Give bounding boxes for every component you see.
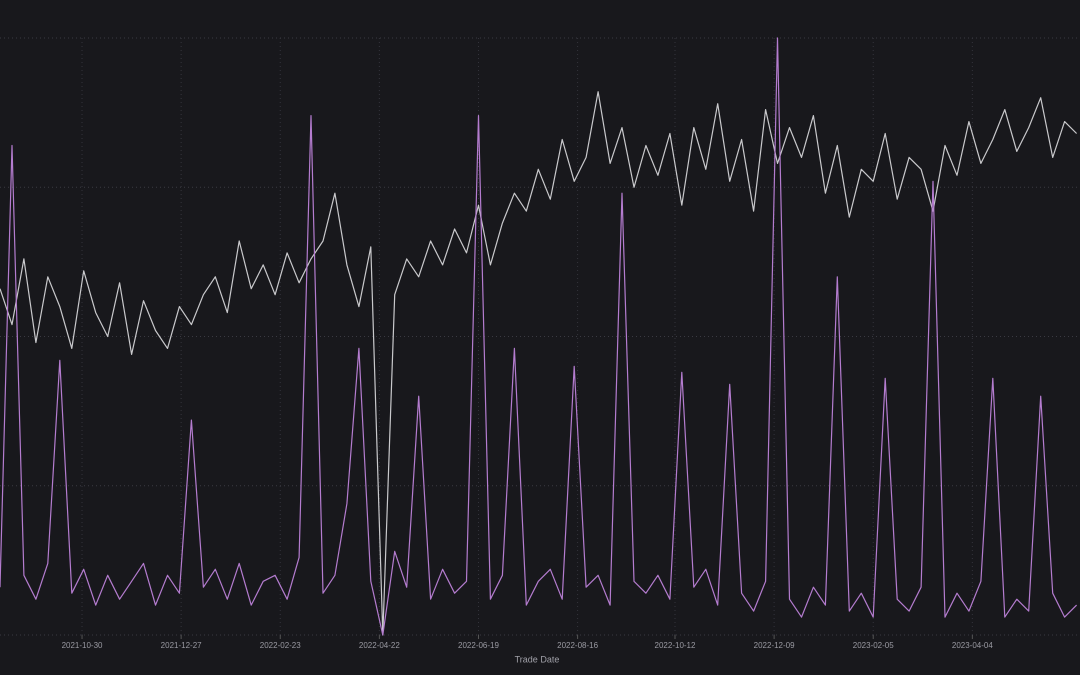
x-tick-label: 2022-02-23 bbox=[260, 641, 301, 650]
x-tick-label: 2022-08-16 bbox=[557, 641, 598, 650]
x-tick-label: 2022-10-12 bbox=[655, 641, 696, 650]
x-axis-title: Trade Date bbox=[515, 654, 560, 664]
series-line bbox=[0, 91, 1078, 636]
x-tick-label: 2023-02-05 bbox=[853, 641, 894, 650]
x-tick-label: 2023-04-04 bbox=[952, 641, 993, 650]
x-tick-label: 2022-06-19 bbox=[458, 641, 499, 650]
x-tick-label: 2022-04-22 bbox=[359, 641, 400, 650]
series-line bbox=[0, 37, 1078, 636]
x-tick-label: 2021-12-27 bbox=[161, 641, 202, 650]
x-tick-label: 2021-10-30 bbox=[62, 641, 103, 650]
x-tick-label: 2022-12-09 bbox=[754, 641, 795, 650]
